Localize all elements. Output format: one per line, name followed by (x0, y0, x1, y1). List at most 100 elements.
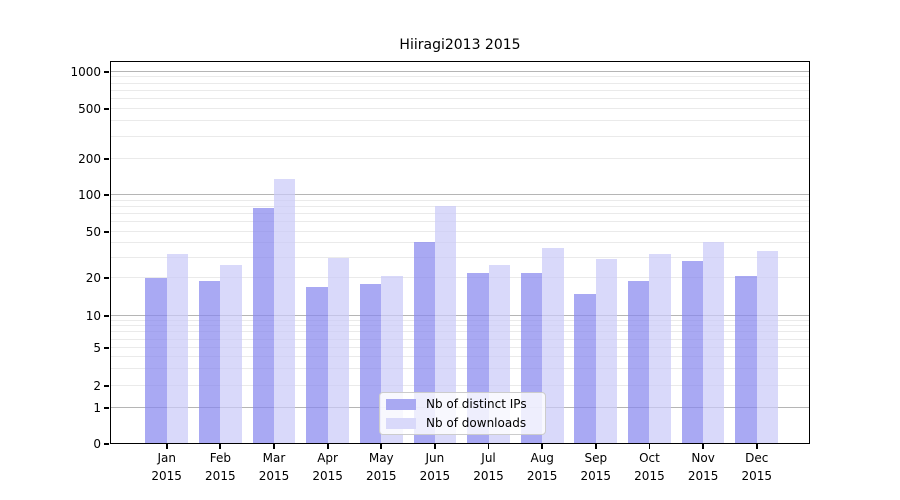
x-tick-label-jun: Jun 2015 (403, 449, 467, 485)
x-tick-month: Dec (745, 451, 769, 465)
bar-nb-of-distinct-ips-nov-2015 (681, 261, 704, 444)
y-tick-label: 5 (93, 341, 101, 356)
x-tick-label-feb: Feb 2015 (188, 449, 252, 485)
gridline-minor (110, 356, 810, 358)
x-tick-year: 2015 (580, 469, 612, 483)
y-tick-mark (104, 194, 109, 196)
gridline-minor (110, 136, 810, 138)
x-tick-year: 2015 (419, 469, 451, 483)
bar-nb-of-downloads-jan-2015 (166, 254, 189, 444)
x-tick-mark (541, 444, 544, 449)
gridline-minor (110, 325, 810, 327)
legend-swatch-distinct-ips (386, 398, 416, 410)
x-tick-month: May (368, 451, 394, 465)
gridline-minor (110, 385, 810, 386)
bar-nb-of-downloads-mar-2015 (273, 179, 296, 444)
x-tick-month: Nov (691, 451, 715, 465)
x-tick-mark (326, 444, 329, 449)
x-tick-label-may: May 2015 (349, 449, 413, 485)
gridline-minor (110, 338, 810, 340)
bar-nb-of-downloads-jun-2015 (434, 205, 457, 444)
y-tick-label: 50 (85, 224, 101, 239)
gridline-minor (110, 331, 810, 333)
y-tick-label: 10 (85, 308, 101, 323)
x-tick-label-oct: Oct 2015 (617, 449, 681, 485)
gridline-minor (110, 230, 810, 232)
bar-nb-of-downloads-apr-2015 (327, 257, 349, 444)
x-tick-mark (434, 444, 436, 449)
bar-nb-of-distinct-ips-feb-2015 (198, 281, 221, 444)
bar-nb-of-downloads-feb-2015 (220, 264, 242, 444)
x-tick-label-jul: Jul 2015 (457, 449, 521, 485)
x-tick-label-jan: Jan 2015 (135, 449, 199, 485)
gridline-minor (110, 76, 810, 78)
gridline-minor (110, 212, 810, 214)
y-tick-label: 2 (93, 379, 101, 393)
bar-nb-of-downloads-nov-2015 (703, 241, 725, 444)
gridline-major (110, 70, 810, 72)
x-tick-label-apr: Apr 2015 (296, 449, 360, 485)
legend-item-distinct-ips: Nb of distinct IPs (386, 396, 545, 413)
legend-item-downloads: Nb of downloads (386, 415, 545, 432)
x-tick-mark (219, 444, 222, 449)
gridline-minor (110, 368, 810, 370)
y-tick-mark (104, 407, 109, 409)
x-tick-mark (487, 444, 490, 449)
bar-nb-of-downloads-sep-2015 (595, 259, 618, 444)
x-tick-month: Jun (425, 451, 445, 465)
y-tick-mark (104, 158, 109, 161)
x-tick-month: Mar (262, 451, 286, 465)
y-tick-label: 1000 (70, 64, 101, 79)
y-tick-mark (104, 443, 109, 445)
legend: Nb of distinct IPs Nb of downloads (379, 392, 546, 435)
bar-nb-of-distinct-ips-mar-2015 (252, 208, 274, 444)
bar-nb-of-downloads-aug-2015 (542, 248, 564, 444)
legend-label-downloads: Nb of downloads (426, 415, 527, 430)
bar-nb-of-distinct-ips-may-2015 (359, 284, 382, 444)
gridline-minor (110, 256, 810, 258)
gridline-minor (110, 199, 810, 201)
y-tick-mark (104, 347, 109, 350)
bar-nb-of-distinct-ips-sep-2015 (574, 293, 596, 444)
x-tick-mark (165, 444, 168, 449)
gridline-minor (110, 98, 810, 100)
legend-label-distinct-ips: Nb of distinct IPs (426, 396, 527, 411)
x-tick-label-aug: Aug 2015 (510, 449, 574, 485)
x-tick-month: Oct (639, 451, 660, 465)
y-tick-mark (104, 230, 109, 233)
x-tick-year: 2015 (365, 469, 397, 483)
x-tick-year: 2015 (634, 469, 665, 483)
y-tick-label: 1 (93, 401, 101, 415)
gridline-minor (110, 277, 810, 279)
bar-nb-of-distinct-ips-jan-2015 (145, 278, 167, 444)
x-tick-year: 2015 (151, 469, 182, 483)
x-tick-month: Jul (481, 451, 496, 465)
y-tick-mark (104, 277, 109, 280)
x-tick-mark (755, 444, 758, 449)
gridline-minor (110, 120, 810, 122)
gridline-minor (110, 205, 810, 207)
x-tick-month: Aug (530, 451, 554, 465)
x-tick-mark (702, 444, 704, 449)
gridline-minor (110, 82, 810, 84)
bar-nb-of-distinct-ips-dec-2015 (735, 275, 757, 444)
y-tick-label: 20 (85, 271, 101, 286)
x-tick-label-nov: Nov 2015 (671, 449, 735, 485)
y-tick-label: 500 (78, 102, 101, 117)
x-tick-mark (594, 444, 597, 449)
x-tick-mark (648, 444, 651, 449)
bar-nb-of-downloads-dec-2015 (756, 251, 779, 444)
legend-swatch-downloads (386, 417, 416, 429)
gridline-minor (110, 90, 810, 92)
x-tick-label-dec: Dec 2015 (725, 449, 789, 485)
x-tick-month: Apr (317, 451, 338, 465)
x-tick-year: 2015 (526, 469, 558, 483)
y-tick-mark (104, 108, 109, 111)
x-tick-month: Feb (209, 451, 231, 465)
y-tick-mark (104, 314, 109, 317)
y-tick-label: 200 (78, 152, 101, 167)
x-tick-year: 2015 (473, 469, 504, 483)
gridline-major (110, 314, 810, 316)
x-tick-mark (380, 444, 383, 449)
